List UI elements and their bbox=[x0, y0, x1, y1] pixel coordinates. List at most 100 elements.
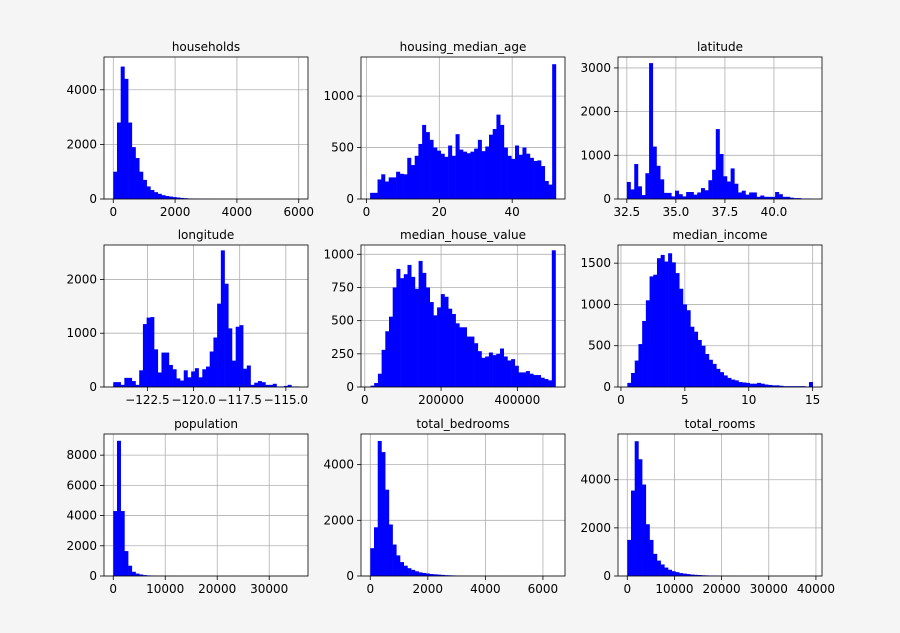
histogram-bar bbox=[712, 169, 717, 199]
histogram-bar bbox=[444, 156, 449, 199]
axes-frame bbox=[103, 56, 309, 200]
histogram-bar bbox=[511, 158, 516, 199]
histogram-bar bbox=[537, 375, 542, 387]
x-tick-label: 35.0 bbox=[663, 205, 690, 219]
histogram-bar bbox=[708, 359, 713, 387]
histogram-bar bbox=[113, 171, 118, 199]
histogram-bar bbox=[474, 148, 479, 199]
histogram-bar bbox=[135, 158, 140, 199]
histogram-bar bbox=[515, 145, 520, 199]
plot-area bbox=[104, 245, 308, 387]
histogram-bar bbox=[165, 352, 170, 387]
histogram-bar bbox=[775, 192, 780, 199]
histogram-bar bbox=[187, 377, 192, 387]
x-tick-label: 0 bbox=[109, 205, 117, 219]
axes-frame bbox=[360, 56, 566, 200]
histogram-bar bbox=[551, 250, 556, 387]
histogram-panel-total_bedrooms: 0 2000 4000 6000 0 2000 4000 total_bedrooms bbox=[323, 417, 566, 596]
chart-title: population bbox=[174, 417, 238, 431]
histogram-bar bbox=[429, 574, 434, 576]
x-tick-label: 2000 bbox=[413, 582, 444, 596]
histogram-bar bbox=[373, 192, 378, 199]
x-tick-label: 30000 bbox=[250, 582, 288, 596]
y-tick-label: 2000 bbox=[580, 521, 611, 535]
histogram-bar bbox=[165, 195, 170, 199]
x-tick-label: 37.5 bbox=[712, 205, 739, 219]
histogram-bar bbox=[533, 160, 538, 199]
histogram-bar bbox=[374, 527, 379, 576]
histogram-bar bbox=[287, 384, 292, 387]
x-tick-label: 20 bbox=[432, 205, 447, 219]
histogram-bar bbox=[139, 370, 144, 387]
axes-frame bbox=[360, 244, 566, 388]
histogram-bar bbox=[741, 190, 746, 199]
histogram-bar bbox=[731, 379, 736, 387]
x-tick-label: 40000 bbox=[797, 582, 835, 596]
histogram-panel-latitude: 32.5 35.0 37.5 40.0 0 1000 2000 3000 latitude bbox=[580, 40, 823, 219]
y-tick-label: 0 bbox=[89, 380, 97, 394]
histogram-bar bbox=[384, 181, 389, 199]
histogram-bar bbox=[642, 320, 647, 387]
histogram-bar bbox=[660, 254, 665, 387]
histogram-bar bbox=[437, 307, 442, 387]
y-tick-label: 1500 bbox=[580, 256, 611, 270]
histogram-bar bbox=[440, 153, 445, 199]
y-tick-label: 0 bbox=[346, 569, 354, 583]
histogram-bar bbox=[116, 382, 121, 387]
histogram-bar bbox=[388, 177, 393, 199]
x-tick-label: 4000 bbox=[470, 582, 501, 596]
histogram-bar bbox=[385, 489, 390, 576]
histogram-bar bbox=[116, 122, 121, 199]
histogram-bar bbox=[645, 524, 650, 576]
histogram-bar bbox=[392, 544, 397, 576]
histogram-bar bbox=[120, 511, 125, 576]
histogram-bar bbox=[429, 139, 434, 199]
histogram-bar bbox=[660, 564, 665, 576]
histogram-bar bbox=[146, 186, 151, 199]
histogram-bar bbox=[124, 78, 129, 199]
histogram-bar bbox=[664, 567, 669, 576]
histogram-bar bbox=[433, 147, 438, 199]
histogram-bar bbox=[388, 316, 393, 387]
y-tick-label: 2000 bbox=[66, 539, 97, 553]
histogram-bar bbox=[370, 192, 375, 199]
histogram-panel-median_house_value: 0 200000 400000 0 250 500 750 1000 median_house_… bbox=[323, 228, 566, 407]
histogram-bar bbox=[693, 574, 698, 576]
y-tick-label: 750 bbox=[331, 280, 354, 294]
histogram-bar bbox=[668, 253, 673, 387]
histogram-panel-longitude: −122.5 −120.0 −117.5 −115.0 0 1000 2000 longitu… bbox=[66, 228, 309, 407]
x-tick-label: −117.5 bbox=[217, 393, 261, 407]
histogram-bar bbox=[418, 260, 423, 387]
histogram-bar bbox=[675, 190, 680, 199]
y-tick-label: 2000 bbox=[323, 513, 354, 527]
histogram-bar bbox=[496, 353, 501, 387]
histogram-bar bbox=[463, 151, 468, 199]
axes-frame bbox=[103, 433, 309, 577]
histogram-bar bbox=[414, 571, 419, 576]
histogram-bar bbox=[466, 153, 471, 199]
histogram-bar bbox=[422, 124, 427, 199]
x-tick-label: −115.0 bbox=[264, 393, 308, 407]
histogram-bar bbox=[537, 160, 542, 199]
histogram-bar bbox=[150, 189, 155, 199]
histogram-bar bbox=[642, 484, 647, 576]
x-tick-label: 20000 bbox=[703, 582, 741, 596]
histogram-bar bbox=[161, 195, 166, 199]
histogram-bar bbox=[690, 574, 695, 576]
histogram-bar bbox=[507, 155, 512, 199]
x-tick-label: 10 bbox=[741, 393, 756, 407]
histogram-bar bbox=[552, 64, 557, 199]
histogram-bar bbox=[157, 372, 162, 387]
histogram-bar bbox=[518, 154, 523, 199]
histogram-bar bbox=[689, 192, 694, 199]
histogram-bar bbox=[656, 560, 661, 576]
histogram-bar bbox=[727, 377, 732, 387]
histogram-panel-housing_median_age: 0 20 40 0 500 1000 housing_median_age bbox=[323, 40, 566, 219]
histogram-bar bbox=[548, 184, 553, 199]
histogram-bar bbox=[217, 303, 222, 387]
histogram-bar bbox=[719, 153, 724, 199]
histogram-bar bbox=[526, 153, 531, 199]
histogram-bar bbox=[128, 122, 133, 199]
histogram-bar bbox=[407, 568, 412, 576]
x-tick-label: 4000 bbox=[222, 205, 253, 219]
